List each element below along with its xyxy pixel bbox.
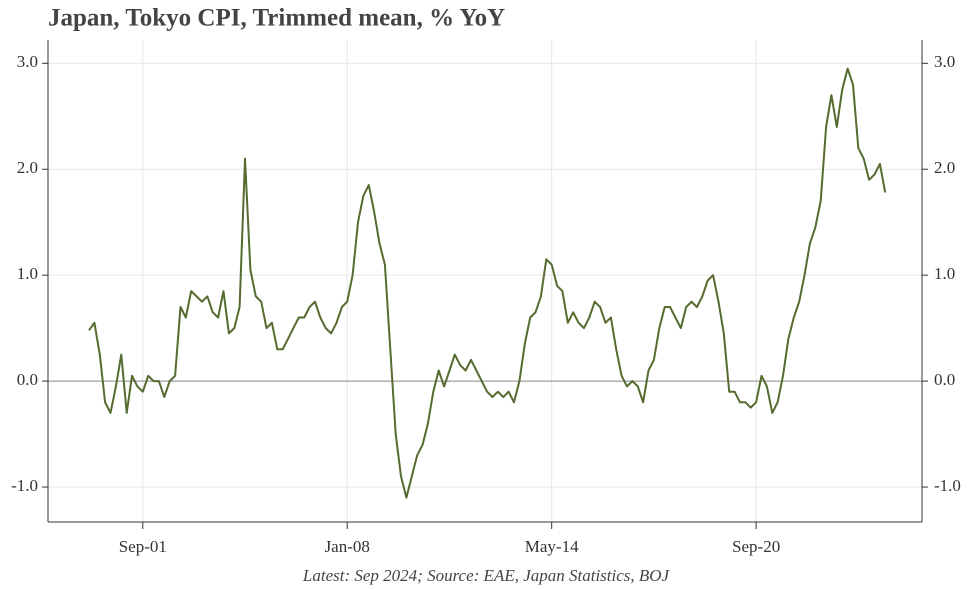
x-tick-label: Sep-20	[732, 537, 780, 556]
y2-tick-label: 3.0	[934, 52, 955, 71]
y-tick-label: -1.0	[11, 476, 38, 495]
x-tick-label: Jan-08	[325, 537, 370, 556]
y2-tick-label: 2.0	[934, 158, 955, 177]
y2-tick-label: 1.0	[934, 264, 955, 283]
chart-title: Japan, Tokyo CPI, Trimmed mean, % YoY	[48, 5, 505, 32]
x-tick-label: May-14	[525, 537, 579, 556]
y2-tick-label: 0.0	[934, 370, 955, 389]
x-tick-label: Sep-01	[119, 537, 167, 556]
y-tick-label: 0.0	[17, 370, 38, 389]
y-tick-label: 1.0	[17, 264, 38, 283]
y2-tick-label: -1.0	[934, 476, 961, 495]
data-line	[88, 67, 887, 499]
y-tick-label: 3.0	[17, 52, 38, 71]
y-tick-label: 2.0	[17, 158, 38, 177]
source-note: Latest: Sep 2024; Source: EAE, Japan Sta…	[302, 566, 671, 585]
